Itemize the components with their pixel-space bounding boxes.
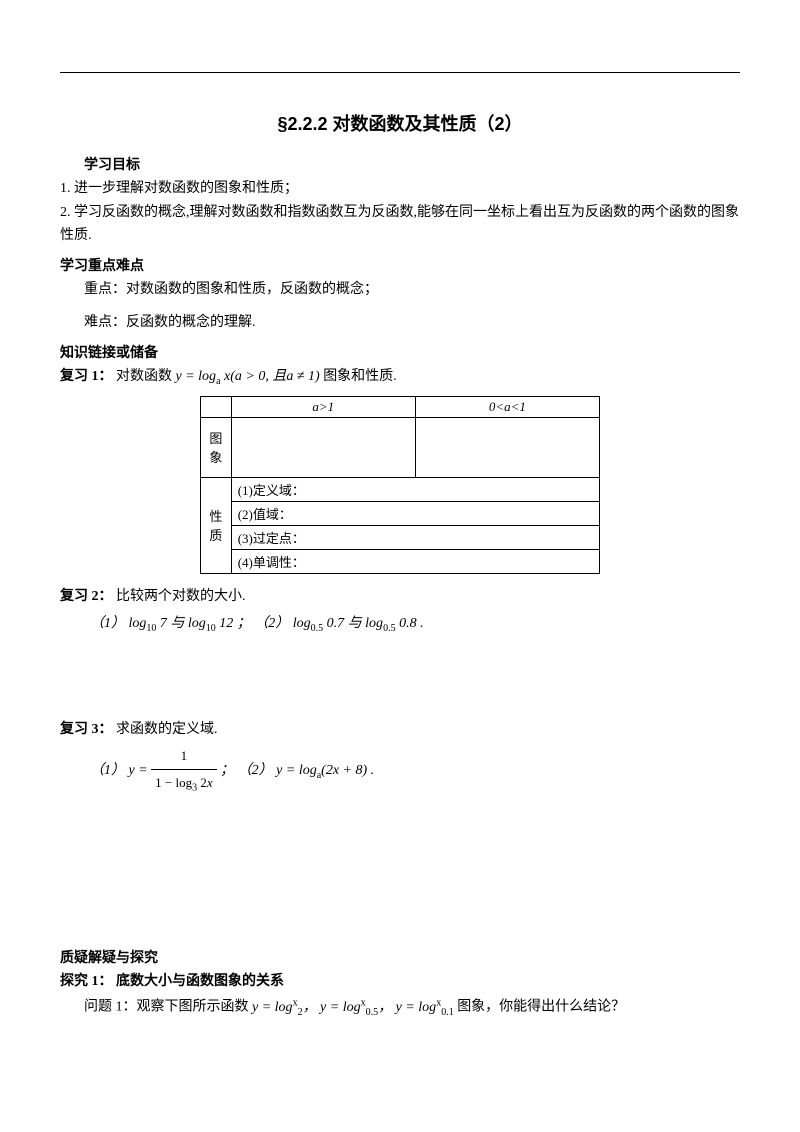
image-cell-1 bbox=[231, 417, 415, 477]
prop-2: (2)值域： bbox=[231, 501, 599, 525]
q1-suffix: 图象，你能得出什么结论？ bbox=[457, 1000, 625, 1015]
prop-4: (4)单调性： bbox=[231, 549, 599, 573]
page-title: §2.2.2 对数函数及其性质（2） bbox=[60, 110, 740, 136]
q1-formula: y = logx2， y = logx0.5， y = logx0.1 bbox=[252, 1000, 454, 1015]
image-cell-2 bbox=[415, 417, 599, 477]
review-2-formulas: （1） log10 7 与 log10 12 ； （2） log0.5 0.7 … bbox=[90, 610, 740, 639]
section-heading-goals: 学习目标 bbox=[84, 154, 740, 174]
review-1-label: 复习 1： bbox=[60, 369, 113, 384]
review-3: 复习 3： 求函数的定义域. bbox=[60, 719, 740, 741]
review-3-formulas: （1） y = 11 − log3 2x ； （2） y = loga(2x +… bbox=[90, 743, 740, 799]
review-1-text-b: 图象和性质. bbox=[323, 369, 397, 384]
col-header-2: 0<a<1 bbox=[415, 396, 599, 417]
focus-line-2: 难点：反函数的概念的理解. bbox=[84, 312, 740, 334]
horizontal-rule bbox=[60, 72, 740, 73]
section-heading-knowledge: 知识链接或储备 bbox=[60, 342, 740, 362]
prop-1: (1)定义域： bbox=[231, 477, 599, 501]
explore-1: 探究 1： 底数大小与函数图象的关系 bbox=[60, 971, 740, 993]
properties-table: a>1 0<a<1 图象 性质 (1)定义域： (2)值域： (3)过定点： (… bbox=[200, 396, 600, 574]
rowhead-props: 性质 bbox=[201, 477, 232, 573]
table-corner bbox=[201, 396, 232, 417]
review-2: 复习 2： 比较两个对数的大小. bbox=[60, 586, 740, 608]
col-header-1: a>1 bbox=[231, 396, 415, 417]
review-3-label: 复习 3： bbox=[60, 722, 113, 737]
q1-prefix: 问题 1：观察下图所示函数 bbox=[84, 1000, 252, 1015]
rowhead-image: 图象 bbox=[201, 417, 232, 477]
goal-item-1: 1. 进一步理解对数函数的图象和性质； bbox=[60, 178, 740, 200]
section-heading-focus: 学习重点难点 bbox=[60, 255, 740, 275]
review-2-text: 比较两个对数的大小. bbox=[116, 589, 246, 604]
goal-item-2: 2. 学习反函数的概念,理解对数函数和指数函数互为反函数,能够在同一坐标上看出互… bbox=[60, 202, 740, 247]
question-1: 问题 1：观察下图所示函数 y = logx2， y = logx0.5， y … bbox=[84, 995, 740, 1020]
review-1: 复习 1： 对数函数 y = loga x(a > 0, 且a ≠ 1) 图象和… bbox=[60, 366, 740, 390]
explore-1-text: 底数大小与函数图象的关系 bbox=[116, 974, 284, 989]
prop-3: (3)过定点： bbox=[231, 525, 599, 549]
focus-line-1: 重点：对数函数的图象和性质，反函数的概念； bbox=[84, 279, 740, 301]
section-heading-inquiry: 质疑解疑与探究 bbox=[60, 947, 740, 967]
review-3-text: 求函数的定义域. bbox=[116, 722, 218, 737]
review-1-formula: y = loga x(a > 0, 且a ≠ 1) bbox=[176, 369, 320, 384]
review-1-text-a: 对数函数 bbox=[116, 369, 176, 384]
explore-1-label: 探究 1： bbox=[60, 974, 113, 989]
review-2-label: 复习 2： bbox=[60, 589, 113, 604]
